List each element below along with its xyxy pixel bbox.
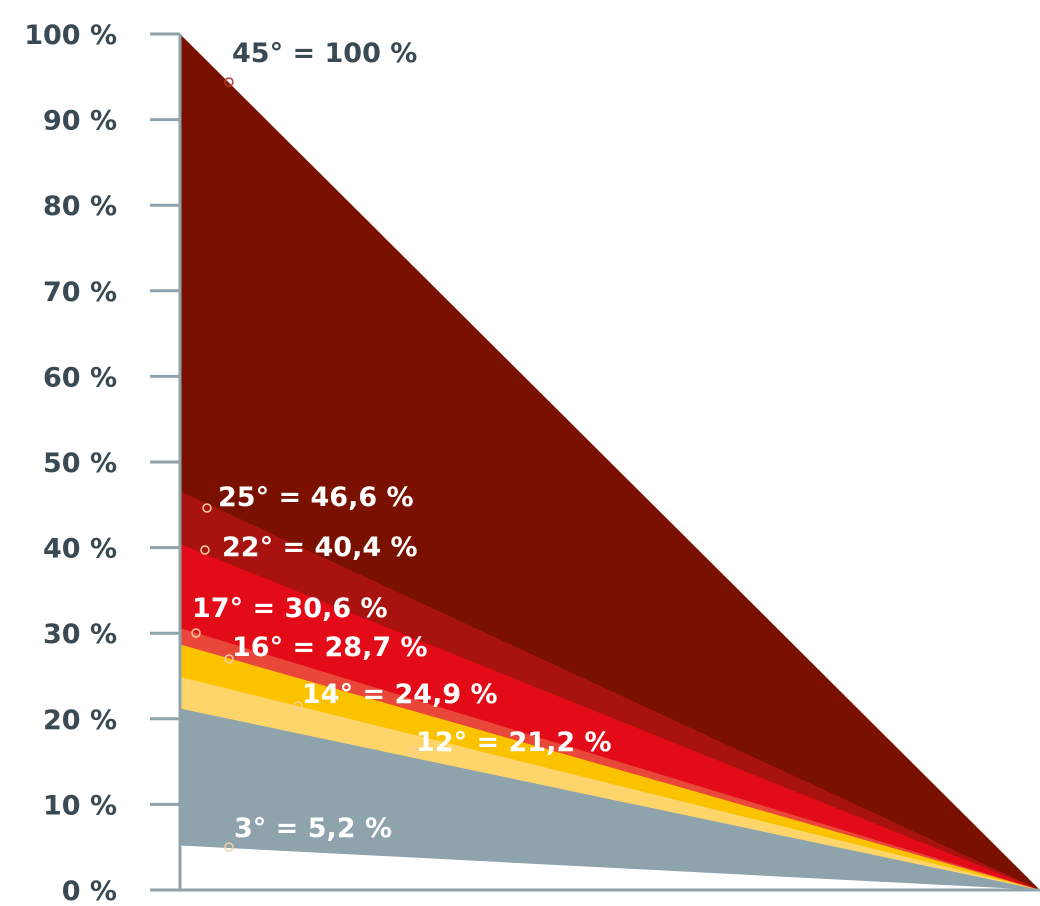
y-tick-label: 80 %: [43, 191, 117, 222]
slope-label: 16° = 28,7 %: [232, 632, 428, 663]
y-tick-label: 50 %: [43, 448, 117, 479]
y-tick-label: 10 %: [43, 790, 117, 821]
slope-marker: [224, 77, 234, 87]
slope-label: 17° = 30,6 %: [192, 593, 388, 624]
y-tick-label: 90 %: [43, 106, 117, 137]
y-tick-label: 20 %: [43, 705, 117, 736]
slope-marker: [200, 545, 210, 555]
slope-labels: 45° = 100 % 25° = 46,6 % 22° = 40,4 % 17° =…: [191, 38, 612, 852]
slope-area-6: [180, 708, 1040, 890]
y-tick-label: 60 %: [43, 362, 117, 393]
y-tick-label: 40 %: [43, 534, 117, 565]
y-tick-label: 0 %: [62, 876, 117, 906]
slope-marker: [408, 747, 418, 757]
slope-label: 14° = 24,9 %: [302, 679, 498, 710]
y-axis: 0 % 10 % 20 % 30 % 40 % 50 % 60 % 70 % 80 % 90 % 1…: [24, 20, 1040, 906]
y-tick-label: 70 %: [43, 277, 117, 308]
slope-marker: [191, 628, 201, 638]
slope-areas: [180, 34, 1040, 890]
slope-marker: [224, 654, 234, 664]
slope-area-7: [180, 845, 1040, 890]
slope-label: 3° = 5,2 %: [234, 813, 392, 844]
slope-label: 25° = 46,6 %: [218, 482, 414, 513]
slope-label: 12° = 21,2 %: [416, 727, 612, 758]
slope-label: 22° = 40,4 %: [222, 532, 418, 563]
y-tick-label: 100 %: [24, 20, 117, 51]
y-tick-label: 30 %: [43, 619, 117, 650]
slope-label: 45° = 100 %: [232, 38, 417, 69]
slope-marker: [202, 503, 212, 513]
slope-marker: [293, 701, 303, 711]
slope-marker: [224, 842, 234, 852]
